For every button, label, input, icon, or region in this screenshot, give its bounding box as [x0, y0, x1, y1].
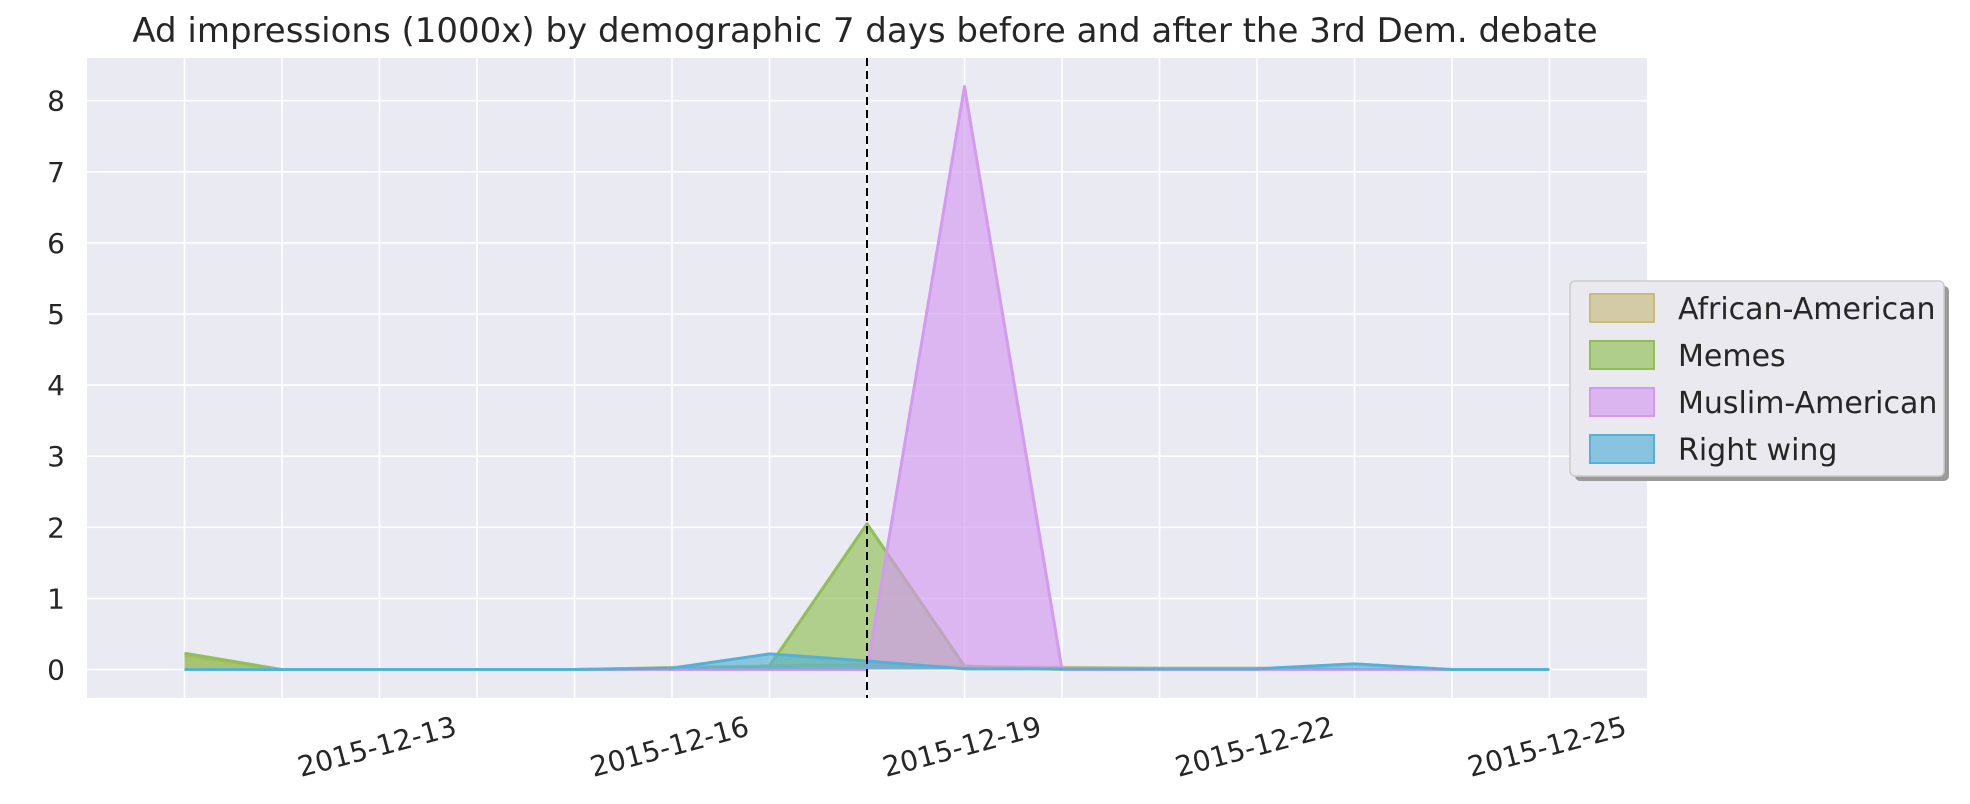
y-axis: 0 1 2 3 4 5 6 7 8 [47, 85, 65, 687]
x-tick-label: 2015-12-25 [1464, 710, 1630, 784]
legend: African-American Memes Muslim-American Righ… [1569, 280, 1949, 481]
legend-box [1569, 280, 1945, 477]
legend-swatch [1589, 434, 1655, 464]
x-tick-label: 2015-12-22 [1172, 710, 1338, 784]
y-tick-label: 3 [47, 440, 65, 473]
legend-label: Right wing [1678, 433, 1837, 468]
y-tick-label: 7 [47, 156, 65, 189]
legend-label: Memes [1678, 339, 1786, 374]
y-tick-label: 2 [47, 511, 65, 544]
x-tick-label: 2015-12-13 [294, 710, 460, 784]
y-tick-label: 1 [47, 582, 65, 615]
legend-swatch [1589, 340, 1655, 370]
x-axis: 2015-12-13 2015-12-16 2015-12-19 2015-12-22… [294, 710, 1630, 784]
y-tick-label: 4 [47, 369, 65, 402]
y-tick-label: 8 [47, 85, 65, 118]
legend-label: Muslim-American [1678, 386, 1937, 421]
y-tick-label: 0 [47, 654, 65, 687]
x-tick-label: 2015-12-19 [879, 710, 1045, 784]
y-tick-label: 6 [47, 227, 65, 260]
y-tick-label: 5 [47, 298, 65, 331]
grid [87, 58, 1647, 698]
chart-title: Ad impressions (1000x) by demographic 7 … [132, 11, 1597, 51]
legend-label: African-American [1678, 292, 1936, 327]
x-tick-label: 2015-12-16 [587, 710, 753, 784]
legend-swatch [1589, 387, 1655, 417]
legend-swatch [1589, 293, 1655, 323]
